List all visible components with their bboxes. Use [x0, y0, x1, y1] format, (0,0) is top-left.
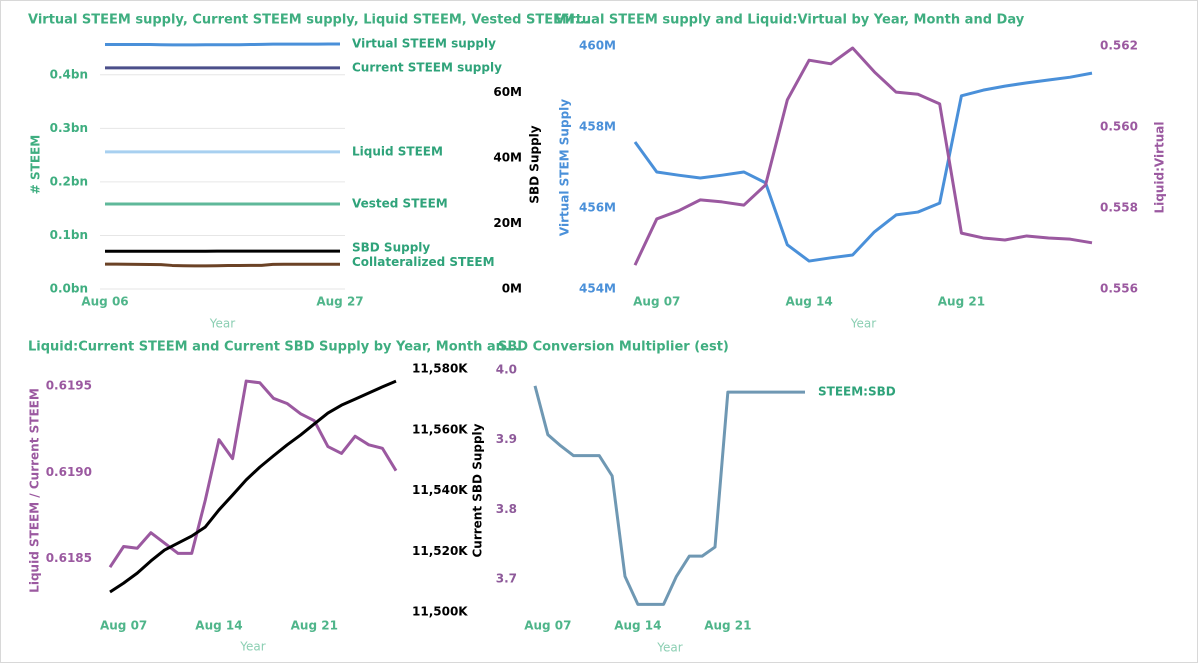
y-tick-label: 0.6195 [46, 379, 92, 393]
series-label: Virtual STEEM supply [352, 37, 496, 51]
y-tick-label: 454M [579, 282, 616, 296]
y2-tick-label: 60M [493, 85, 522, 99]
y2-tick-label: 0M [502, 282, 522, 296]
y2-axis-title: SBD Supply [528, 125, 542, 203]
series-label: Vested STEEM [352, 196, 448, 210]
x-tick-label: Aug 07 [633, 295, 680, 309]
series-line [633, 71, 1093, 263]
y-axis-title: # STEEM [29, 135, 43, 194]
x-tick-label: Aug 27 [316, 295, 363, 309]
y2-tick-label: 0.560 [1100, 120, 1138, 134]
x-tick-label: Aug 14 [614, 619, 661, 633]
y-tick-label: 0.4bn [50, 67, 88, 81]
x-axis-title: Year [209, 317, 235, 331]
x-tick-label: Aug 21 [291, 619, 338, 633]
x-tick-label: Aug 07 [100, 619, 147, 633]
chart-title: Virtual STEEM supply, Current STEEM supp… [28, 13, 590, 28]
y-tick-label: 0.2bn [50, 174, 88, 188]
x-axis-title: Year [850, 317, 876, 331]
series-label: STEEM:SBD [818, 385, 896, 399]
series-label: SBD Supply [352, 241, 430, 255]
series-line [109, 379, 397, 594]
y2-tick-label: 11,520K [412, 544, 468, 558]
series-line [105, 42, 340, 47]
chart-title: SBD Conversion Multiplier (est) [498, 340, 729, 355]
y2-tick-label: 11,560K [412, 422, 468, 436]
y-axis-title: Liquid STEEM / Current STEEM [28, 388, 42, 593]
y-tick-label: 3.8 [496, 502, 517, 516]
y2-axis-title: Liquid:Virtual [1153, 122, 1167, 214]
x-tick-label: Aug 21 [938, 295, 985, 309]
y2-tick-label: 0.556 [1100, 282, 1138, 296]
y2-axis-title: Current SBD Supply [471, 423, 485, 557]
chart-title: Virtual STEEM supply and Liquid:Virtual … [555, 13, 1025, 28]
y-axis-title: Virtual STEM Supply [558, 99, 572, 236]
y2-tick-label: 20M [493, 216, 522, 230]
y-tick-label: 0.3bn [50, 121, 88, 135]
x-axis-title: Year [239, 640, 265, 654]
series-line [533, 385, 805, 606]
y2-tick-label: 40M [493, 150, 522, 164]
y2-tick-label: 11,540K [412, 483, 468, 497]
x-tick-label: Aug 14 [785, 295, 832, 309]
series-label: Liquid STEEM [352, 144, 443, 158]
y2-tick-label: 11,500K [412, 605, 468, 619]
x-tick-label: Aug 07 [524, 619, 571, 633]
y2-tick-label: 0.558 [1100, 201, 1138, 215]
y-tick-label: 3.7 [496, 572, 517, 586]
x-tick-label: Aug 06 [81, 295, 128, 309]
y-tick-label: 0.1bn [50, 228, 88, 242]
y-tick-label: 3.9 [496, 432, 517, 446]
chart-title: Liquid:Current STEEM and Current SBD Sup… [28, 340, 520, 355]
y-tick-label: 0.6185 [46, 551, 92, 565]
y-tick-label: 4.0 [496, 362, 517, 376]
series-line [108, 379, 398, 569]
y-tick-label: 456M [579, 201, 616, 215]
y-tick-label: 0.6190 [46, 465, 92, 479]
y2-tick-label: 0.562 [1100, 39, 1138, 53]
series-line [105, 262, 340, 268]
x-axis-title: Year [656, 641, 682, 655]
y-tick-label: 460M [579, 39, 616, 53]
y-tick-label: 458M [579, 120, 616, 134]
y2-tick-label: 11,580K [412, 362, 468, 376]
series-line [633, 46, 1093, 266]
x-tick-label: Aug 21 [704, 619, 751, 633]
series-label: Collateralized STEEM [352, 255, 495, 269]
y-tick-label: 0.0bn [50, 282, 88, 296]
x-tick-label: Aug 14 [195, 619, 242, 633]
series-label: Current STEEM supply [352, 60, 502, 74]
